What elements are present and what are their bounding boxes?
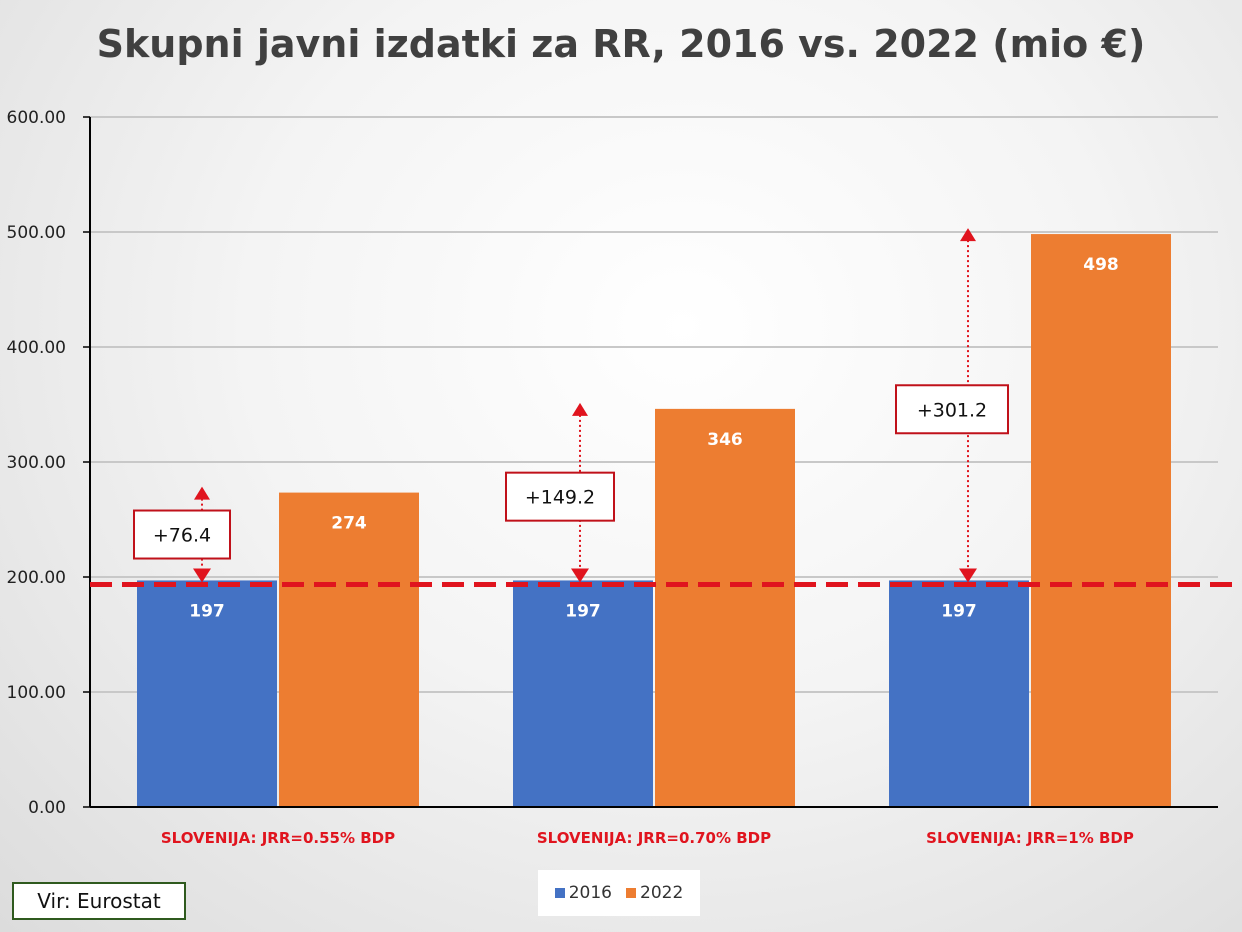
difference-label: +149.2 xyxy=(525,487,595,509)
y-tick-label: 500.00 xyxy=(7,223,66,243)
chart-title: Skupni javni izdatki za RR, 2016 vs. 202… xyxy=(96,22,1146,66)
source-note: Vir: Eurostat xyxy=(12,882,186,920)
legend-swatch-2016 xyxy=(554,888,565,898)
category-label: SLOVENIJA: JRR=0.70% BDP xyxy=(537,829,771,847)
y-tick-label: 200.00 xyxy=(7,568,66,588)
y-tick-label: 400.00 xyxy=(7,338,66,358)
y-tick-label: 100.00 xyxy=(7,683,66,703)
bar-2022-1 xyxy=(655,408,795,807)
bar-2016-1 xyxy=(513,580,653,807)
arrow-head-down xyxy=(571,568,589,583)
arrow-head-up xyxy=(960,228,976,242)
difference-box xyxy=(133,509,231,560)
bar-value-label: 197 xyxy=(565,601,601,621)
arrow-head-up xyxy=(572,402,588,416)
bar-2016-0 xyxy=(137,580,277,807)
bar-value-label: 346 xyxy=(707,430,743,450)
category-label: SLOVENIJA: JRR=0.55% BDP xyxy=(161,829,395,847)
bar-2022-0 xyxy=(279,492,419,807)
arrow-head-down xyxy=(959,568,977,583)
category-label: SLOVENIJA: JRR=1% BDP xyxy=(926,829,1134,847)
arrow-head-down xyxy=(193,568,211,583)
legend-swatch-2022 xyxy=(626,888,636,898)
difference-box xyxy=(505,471,615,522)
arrow-head-up xyxy=(194,486,210,500)
legend-label-2016: 2016 xyxy=(568,883,612,903)
bar-2022-2 xyxy=(1031,234,1171,807)
bar-2016-2 xyxy=(889,580,1029,807)
bar-value-label: 498 xyxy=(1083,255,1119,275)
y-tick-label: 300.00 xyxy=(7,453,66,473)
legend-item-2016: 2016 xyxy=(554,883,612,903)
bar-value-label: 197 xyxy=(941,601,977,621)
y-tick-label: 0.00 xyxy=(28,798,66,818)
difference-label: +301.2 xyxy=(917,399,987,421)
legend-label-2022: 2022 xyxy=(640,883,684,903)
legend: 2016 2022 xyxy=(538,870,700,916)
bar-value-label: 274 xyxy=(331,514,367,534)
bar-value-label: 197 xyxy=(189,601,225,621)
difference-label: +76.4 xyxy=(153,525,211,547)
y-tick-label: 600.00 xyxy=(7,108,66,128)
difference-box xyxy=(895,384,1009,435)
legend-item-2022: 2022 xyxy=(626,883,683,903)
